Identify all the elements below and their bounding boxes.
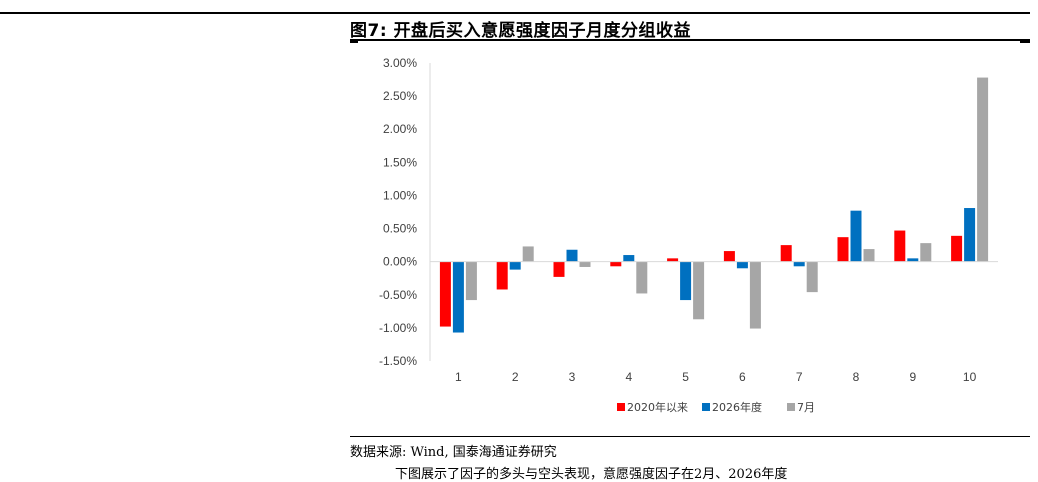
bar-series-1-cat-6 <box>736 261 748 269</box>
bar-series-1-cat-3 <box>566 249 578 262</box>
bar-series-0-cat-5 <box>667 258 679 262</box>
y-tick-label: -1.00% <box>379 321 417 335</box>
y-tick-label: 1.50% <box>383 155 417 169</box>
bar-series-2-cat-7 <box>806 261 818 293</box>
legend-swatch-2 <box>787 403 795 411</box>
bar-series-0-cat-10 <box>951 235 963 262</box>
bar-series-0-cat-6 <box>723 251 735 262</box>
bar-series-0-cat-9 <box>894 230 906 262</box>
legend-swatch-1 <box>702 403 710 411</box>
bar-series-1-cat-9 <box>907 258 919 262</box>
bar-series-2-cat-4 <box>636 261 648 294</box>
bar-chart: 3.00% 2.50% 2.00% 1.50% 1.00% 0.50% 0.00% -0.50… <box>379 56 998 414</box>
title-tick-right <box>1020 41 1030 43</box>
source-note: 数据来源: Wind, 国泰海通证券研究 <box>350 445 557 460</box>
figure-title-block: 图7: 开盘后买入意愿强度因子月度分组收益 <box>350 15 1030 43</box>
bar-series-2-cat-10 <box>977 77 989 262</box>
x-tick-label: 5 <box>682 370 689 384</box>
bar-series-1-cat-2 <box>509 261 521 270</box>
top-rule <box>0 12 1030 14</box>
bar-series-0-cat-4 <box>610 261 622 267</box>
x-tick-label: 7 <box>796 370 803 384</box>
bar-series-0-cat-7 <box>780 245 792 262</box>
legend-label-1: 2026年度 <box>712 400 762 414</box>
x-tick-label: 9 <box>909 370 916 384</box>
bar-series-1-cat-4 <box>623 255 635 262</box>
bar-series-2-cat-9 <box>920 243 932 262</box>
x-tick-label: 3 <box>569 370 576 384</box>
y-tick-label: 2.00% <box>383 122 417 136</box>
legend-label-0: 2020年以来 <box>627 400 688 414</box>
legend-swatch-0 <box>617 403 625 411</box>
bar-series-0-cat-1 <box>439 261 451 327</box>
trailing-text: 下图展示了因子的多头与空头表现，意愿强度因子在2月、2026年度 <box>395 467 788 482</box>
bar-series-0-cat-2 <box>496 261 508 290</box>
y-tick-label: -1.50% <box>379 354 417 368</box>
y-tick-label: 1.00% <box>383 188 417 202</box>
y-tick-label: 0.00% <box>383 255 417 269</box>
bar-series-2-cat-1 <box>465 261 477 301</box>
bar-series-1-cat-10 <box>964 208 976 262</box>
bar-series-1-cat-1 <box>452 261 464 333</box>
bar-series-2-cat-5 <box>693 261 705 320</box>
figure-title: 图7: 开盘后买入意愿强度因子月度分组收益 <box>350 21 692 41</box>
bar-series-1-cat-8 <box>850 210 862 262</box>
title-tick-left <box>350 41 358 43</box>
bar-series-1-cat-5 <box>680 261 692 301</box>
title-rule <box>350 39 1030 41</box>
bar-series-2-cat-8 <box>863 249 875 262</box>
legend-label-2: 7月 <box>797 401 815 414</box>
y-tick-label: 3.00% <box>383 56 417 70</box>
bar-series-1-cat-7 <box>793 261 805 267</box>
bottom-rule <box>350 436 1030 437</box>
bar-series-2-cat-6 <box>749 261 761 329</box>
y-tick-label: -0.50% <box>379 288 417 302</box>
x-tick-label: 6 <box>739 370 746 384</box>
bar-series-2-cat-3 <box>579 261 591 267</box>
x-tick-label: 1 <box>455 370 462 384</box>
y-tick-label: 2.50% <box>383 89 417 103</box>
bar-series-0-cat-8 <box>837 237 849 262</box>
x-tick-label: 8 <box>853 370 860 384</box>
x-tick-label: 4 <box>625 370 632 384</box>
bar-series-2-cat-2 <box>522 246 534 262</box>
x-tick-label: 10 <box>963 370 977 384</box>
y-tick-label: 0.50% <box>383 222 417 236</box>
x-tick-label: 2 <box>512 370 519 384</box>
bar-series-0-cat-3 <box>553 261 565 277</box>
